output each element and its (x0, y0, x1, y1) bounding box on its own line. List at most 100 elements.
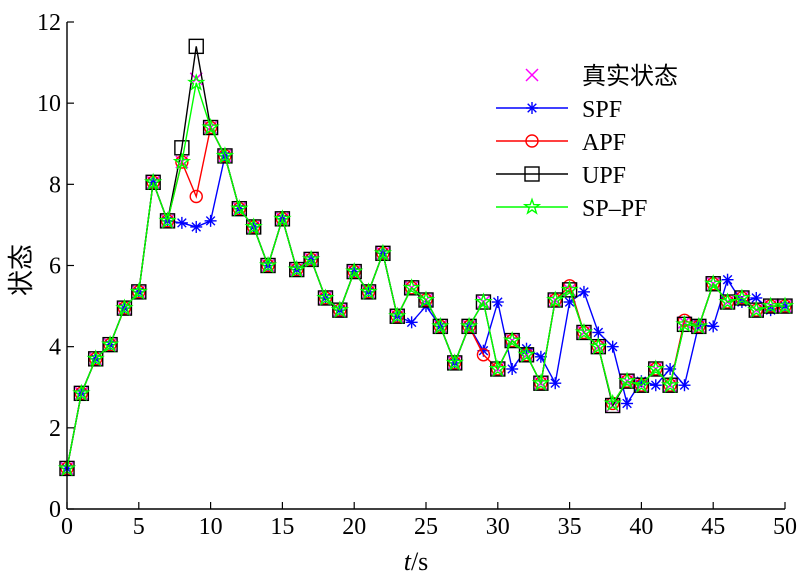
legend-marker (522, 197, 542, 215)
data-point (534, 350, 547, 363)
data-point (230, 199, 249, 217)
data-point (491, 296, 504, 309)
y-tick-label: 8 (49, 172, 61, 198)
data-point (115, 298, 134, 316)
data-point (621, 397, 634, 410)
data-point (503, 330, 522, 349)
data-point (72, 383, 91, 402)
data-point (158, 211, 177, 229)
legend-marker (526, 102, 538, 114)
plot-marks (57, 38, 795, 477)
y-tick-label: 4 (49, 335, 61, 361)
data-point (187, 73, 206, 91)
data-point (721, 273, 734, 286)
data-point (546, 290, 565, 308)
data-point (373, 243, 393, 262)
data-point (747, 300, 766, 318)
data-point (675, 314, 694, 333)
legend-entry: SPF (496, 97, 622, 123)
data-point (190, 220, 203, 233)
data-point (649, 379, 662, 392)
x-tick-label: 30 (486, 514, 510, 540)
data-point (592, 326, 605, 339)
data-point (678, 379, 691, 392)
data-point (402, 278, 421, 296)
y-tick-label: 0 (49, 497, 61, 523)
series-0 (60, 72, 792, 475)
data-point (775, 296, 795, 314)
data-point (144, 172, 163, 191)
x-tick-label: 25 (414, 514, 438, 540)
legend-label: 真实状态 (582, 63, 678, 90)
data-point (316, 288, 335, 306)
data-point (488, 359, 507, 377)
y-tick-label: 2 (49, 416, 61, 442)
data-point (603, 393, 622, 412)
data-point (204, 214, 217, 227)
data-point (273, 209, 292, 227)
data-point (416, 290, 436, 308)
data-point (330, 300, 349, 318)
x-tick-label: 5 (133, 514, 145, 540)
data-point (287, 259, 306, 278)
legend-entry: SP–PF (496, 196, 647, 222)
data-point (632, 375, 651, 394)
legend: 真实状态 SPF APF UPF SP–PF (496, 63, 678, 222)
data-point (301, 249, 321, 268)
y-tick-label: 6 (49, 254, 61, 280)
data-point (604, 397, 621, 414)
data-point (761, 296, 780, 314)
data-point (459, 316, 479, 335)
data-point (704, 274, 723, 292)
legend-label: UPF (582, 163, 626, 189)
legend-label: SP–PF (582, 196, 647, 222)
data-point (431, 316, 450, 335)
data-point (244, 217, 263, 235)
data-point (718, 292, 737, 310)
data-point (506, 362, 519, 375)
data-point (100, 335, 120, 353)
data-point (732, 288, 752, 306)
data-point (175, 216, 188, 229)
x-tick-label: 0 (61, 514, 73, 540)
data-point (617, 371, 637, 389)
y-tick-label: 10 (37, 91, 61, 117)
data-point (606, 340, 619, 353)
x-tick-label: 50 (773, 514, 797, 540)
data-point (476, 348, 491, 362)
data-point (474, 292, 493, 310)
series-1 (61, 149, 791, 475)
x-tick-label: 15 (270, 514, 294, 540)
data-point (345, 261, 364, 280)
data-point (201, 117, 220, 136)
data-point (188, 38, 204, 55)
x-tick-label: 40 (629, 514, 653, 540)
legend-marker (524, 166, 540, 182)
legend-marker (525, 68, 539, 82)
x-axis-label-var: t (404, 547, 412, 576)
series-line (66, 82, 785, 469)
x-tick-label: 45 (701, 514, 725, 540)
series-2 (60, 120, 792, 476)
data-point (531, 373, 551, 391)
legend-label: SPF (582, 97, 622, 123)
data-point (129, 282, 148, 300)
data-point (707, 320, 720, 333)
data-point (445, 353, 464, 371)
x-tick-label: 35 (558, 514, 582, 540)
legend-entry: APF (496, 130, 626, 156)
data-point (215, 146, 235, 164)
y-axis-label: 状态 (7, 244, 36, 296)
legend-entry: UPF (496, 163, 626, 189)
data-point (589, 337, 608, 355)
data-point (405, 316, 418, 329)
series-line (66, 155, 786, 469)
x-axis-label-unit: /s (411, 547, 428, 576)
data-point (577, 285, 590, 298)
data-point (258, 255, 278, 274)
legend-entry: 真实状态 (525, 63, 678, 90)
data-point (574, 322, 594, 341)
data-point (189, 189, 203, 204)
data-point (86, 349, 105, 367)
